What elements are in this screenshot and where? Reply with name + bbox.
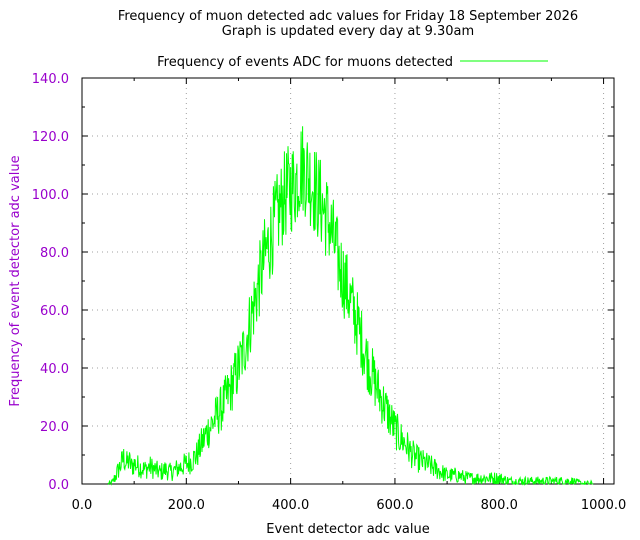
y-tick-labels: 0.0 20.0 40.0 60.0 80.0 100.0 120.0 140.0 <box>32 72 69 493</box>
x-tick-label: 200.0 <box>168 498 205 513</box>
x-tick-label: 600.0 <box>376 498 413 513</box>
x-tick-label: 800.0 <box>481 498 518 513</box>
y-tick-label: 120.0 <box>32 130 69 145</box>
chart-title: Frequency of muon detected adc values fo… <box>118 9 578 24</box>
legend-label: Frequency of events ADC for muons detect… <box>157 55 453 70</box>
y-tick-label: 60.0 <box>40 304 69 319</box>
grid <box>82 78 614 484</box>
y-tick-label: 40.0 <box>40 362 69 377</box>
x-tick-labels: 0.0 200.0 400.0 600.0 800.0 1000.0 <box>72 498 627 513</box>
x-axis-label: Event detector adc value <box>266 522 429 537</box>
y-tick-label: 20.0 <box>40 420 69 435</box>
x-tick-label: 1000.0 <box>581 498 627 513</box>
series-line <box>107 126 594 486</box>
axis-ticks <box>81 77 614 485</box>
y-axis-label: Frequency of event detector adc value <box>8 155 23 406</box>
y-tick-label: 0.0 <box>48 478 69 493</box>
x-tick-label: 400.0 <box>272 498 309 513</box>
plot-area-frame <box>81 77 615 485</box>
y-tick-label: 100.0 <box>32 188 69 203</box>
x-tick-label: 0.0 <box>72 498 93 513</box>
legend: Frequency of events ADC for muons detect… <box>157 55 548 70</box>
y-tick-label: 140.0 <box>32 72 69 87</box>
y-tick-label: 80.0 <box>40 246 69 261</box>
chart-subtitle: Graph is updated every day at 9.30am <box>222 24 474 39</box>
